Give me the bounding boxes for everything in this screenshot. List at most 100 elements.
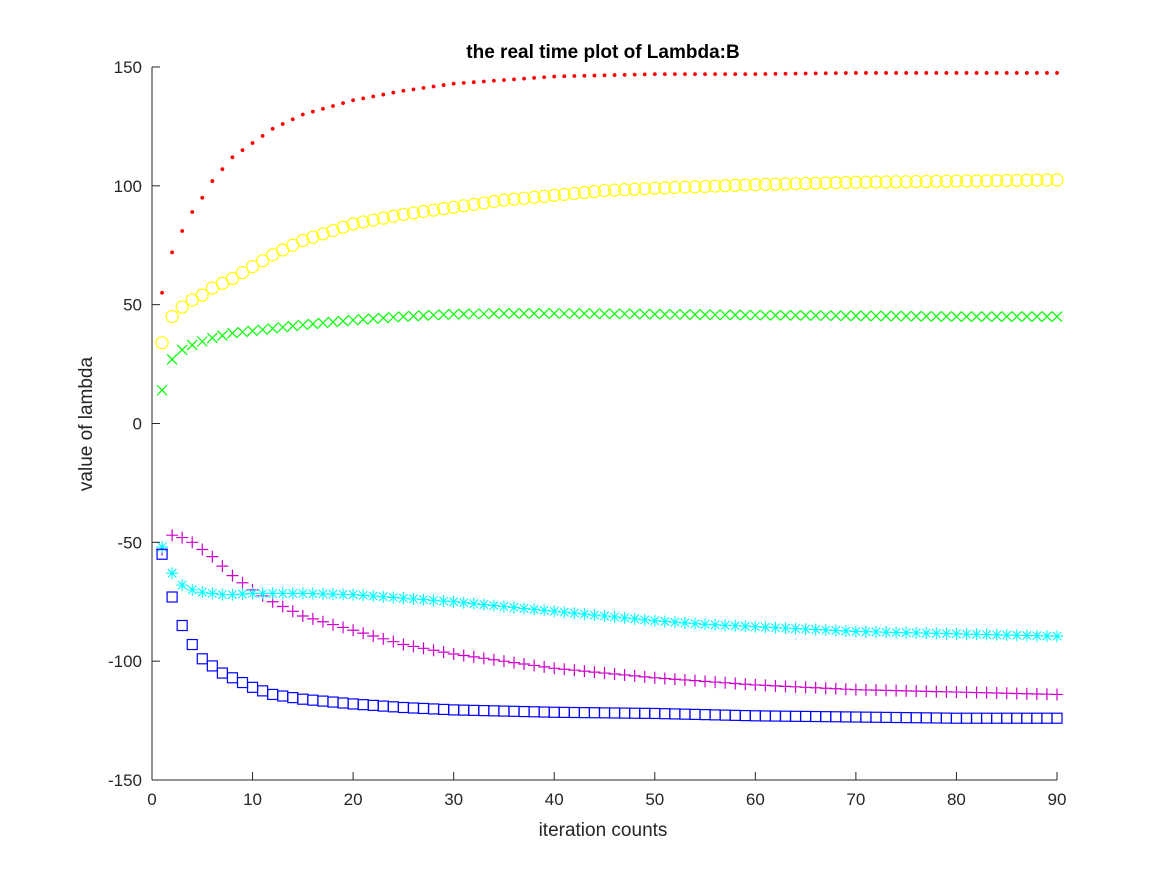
marker-plus [729, 677, 742, 690]
marker-asterisk [819, 624, 832, 637]
marker-asterisk [337, 588, 350, 601]
marker-circle [1020, 173, 1034, 187]
marker-dot [1004, 71, 1009, 75]
marker-x [528, 308, 540, 319]
marker-x [589, 308, 600, 320]
plot-area [152, 67, 1057, 780]
marker-plus [497, 655, 510, 668]
marker-dot [441, 83, 446, 87]
marker-plus [206, 550, 219, 563]
marker-dot [642, 72, 647, 77]
marker-x [176, 344, 188, 356]
marker-asterisk [809, 623, 822, 636]
marker-x [699, 309, 711, 321]
marker-x [729, 309, 741, 321]
marker-x [991, 311, 1003, 322]
marker-dot [300, 112, 305, 117]
marker-x [307, 318, 319, 330]
marker-plus [518, 658, 531, 671]
marker-circle [879, 175, 893, 189]
marker-circle [919, 174, 933, 189]
marker-plus [980, 686, 993, 699]
marker-x [840, 310, 852, 322]
marker-asterisk [759, 621, 772, 634]
marker-asterisk [769, 621, 782, 634]
marker-circle [597, 183, 612, 198]
marker-asterisk [568, 607, 581, 620]
marker-circle [336, 220, 350, 234]
marker-dot [331, 104, 335, 108]
marker-circle [980, 174, 994, 188]
marker-dot [984, 71, 989, 75]
marker-circle [256, 254, 270, 268]
marker-dot [532, 76, 537, 80]
marker-dot [481, 79, 486, 84]
marker-dot [361, 96, 366, 101]
marker-plus [1000, 687, 1013, 700]
marker-circle [497, 193, 511, 207]
marker-dot [874, 71, 878, 75]
series-layer [155, 71, 1064, 724]
x-axis-label: iteration counts [539, 820, 668, 841]
marker-x [206, 332, 218, 344]
marker-x [1051, 311, 1063, 322]
marker-x [196, 336, 208, 347]
y-tick-label: 0 [133, 415, 142, 434]
marker-asterisk [387, 591, 400, 604]
marker-dot [371, 94, 376, 99]
marker-circle [1050, 173, 1064, 187]
marker-dot [803, 71, 808, 76]
marker-asterisk [678, 616, 691, 629]
marker-circle [366, 213, 380, 227]
marker-plus [1020, 687, 1033, 700]
marker-circle [939, 174, 953, 188]
marker-circle [326, 223, 340, 238]
marker-dot [542, 75, 547, 80]
marker-circle [1030, 173, 1044, 187]
marker-dot [1055, 71, 1059, 75]
x-tick-label: 90 [1048, 790, 1067, 809]
marker-asterisk [558, 606, 571, 619]
marker-plus [709, 676, 722, 689]
marker-dot [290, 117, 295, 122]
marker-x [418, 310, 429, 322]
marker-asterisk [216, 588, 229, 601]
marker-x [216, 330, 228, 341]
marker-circle [889, 175, 903, 189]
marker-plus [296, 610, 309, 623]
marker-dot [884, 71, 888, 75]
marker-x [327, 316, 339, 328]
marker-x [156, 384, 168, 396]
marker-circle [718, 179, 732, 193]
marker-circle [1040, 173, 1054, 187]
marker-plus [538, 660, 551, 673]
marker-asterisk [487, 599, 500, 612]
marker-dot [964, 71, 969, 75]
y-tick-label: -150 [108, 771, 142, 790]
marker-circle [477, 196, 491, 210]
marker-asterisk [739, 620, 752, 633]
marker-plus [226, 569, 239, 582]
marker-asterisk [618, 611, 631, 624]
marker-circle [1000, 173, 1014, 188]
marker-dot [1014, 71, 1019, 75]
marker-x [458, 308, 470, 320]
marker-x [780, 309, 791, 321]
marker-x [770, 309, 781, 321]
marker-asterisk [296, 587, 309, 600]
marker-dot [662, 72, 667, 77]
marker-dot [260, 134, 265, 138]
marker-plus [920, 685, 933, 698]
marker-asterisk [266, 587, 279, 600]
marker-plus [890, 684, 903, 697]
marker-x [1031, 311, 1043, 322]
marker-circle [437, 202, 451, 216]
marker-circle [899, 175, 913, 189]
marker-asterisk [236, 588, 249, 601]
marker-x [578, 308, 590, 320]
marker-asterisk [910, 626, 923, 639]
marker-plus [417, 642, 430, 655]
marker-asterisk [166, 567, 179, 580]
marker-x [548, 308, 560, 319]
marker-asterisk [920, 627, 933, 640]
